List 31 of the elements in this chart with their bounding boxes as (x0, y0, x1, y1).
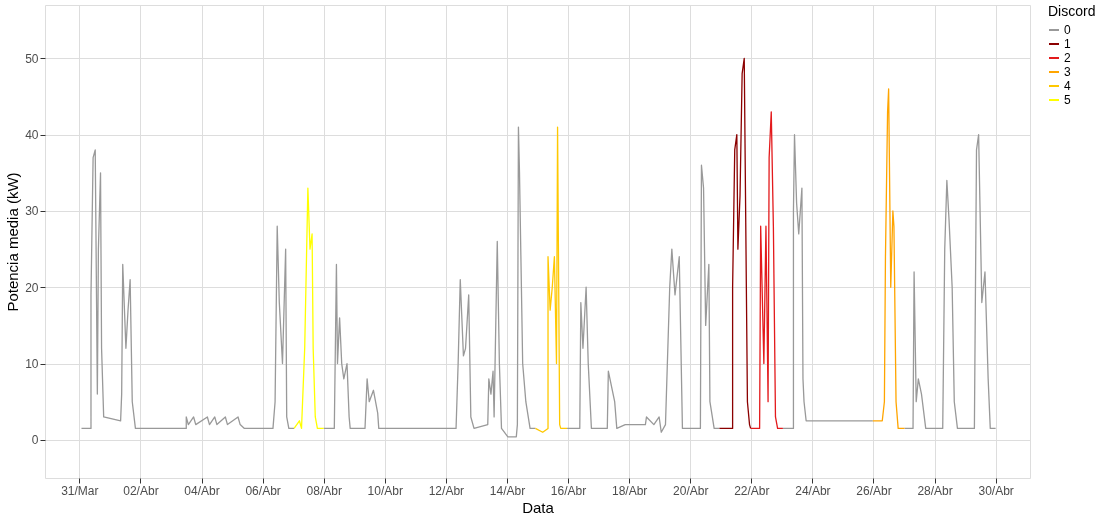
legend-label: 4 (1064, 79, 1071, 93)
legend-label: 1 (1064, 37, 1071, 51)
y-tick-label: 0 (31, 433, 39, 448)
x-tick-label: 10/Abr (367, 483, 403, 498)
legend-label: 2 (1064, 51, 1071, 65)
legend-label: 5 (1064, 93, 1071, 107)
x-tick-label: 06/Abr (245, 483, 281, 498)
x-tick-label: 26/Abr (856, 483, 892, 498)
legend-title: Discord (1048, 3, 1096, 19)
y-tick-label: 40 (25, 128, 39, 143)
x-tick-label: 18/Abr (611, 483, 648, 498)
x-tick-label: 20/Abr (673, 483, 709, 498)
legend-label: 3 (1064, 65, 1071, 79)
y-axis-title: Potencia media (kW) (4, 172, 22, 312)
y-tick-label: 10 (25, 357, 39, 372)
x-tick-label: 04/Abr (184, 483, 220, 498)
x-tick-label: 30/Abr (978, 483, 1014, 498)
x-tick-label: 22/Abr (734, 483, 770, 498)
y-tick-label: 50 (25, 51, 39, 66)
y-tick-label: 20 (25, 280, 39, 295)
x-tick-label: 08/Abr (306, 483, 342, 498)
legend-label: 0 (1064, 23, 1071, 37)
x-axis-title: Data (522, 498, 555, 516)
y-tick-label: 30 (25, 204, 39, 219)
x-tick-label: 14/Abr (489, 483, 526, 498)
x-tick-label: 12/Abr (428, 483, 465, 498)
x-tick-label: 24/Abr (795, 483, 831, 498)
x-tick-label: 16/Abr (550, 483, 587, 498)
x-tick-label: 28/Abr (917, 483, 953, 498)
x-tick-label: 31/Mar (61, 483, 99, 498)
x-tick-label: 02/Abr (123, 483, 159, 498)
